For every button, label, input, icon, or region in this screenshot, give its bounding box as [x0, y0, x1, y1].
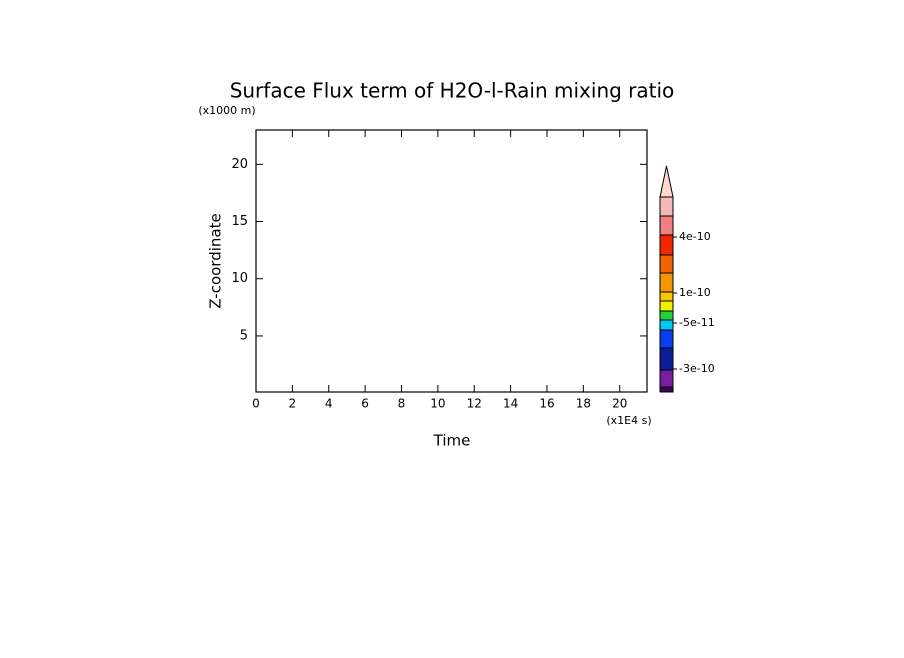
colorbar-label: -5e-11 — [679, 316, 715, 329]
colorbar-label: 1e-10 — [679, 286, 711, 299]
colorbar-segment — [659, 369, 674, 388]
x-axis-label: Time — [433, 432, 471, 450]
y-tick-label: 5 — [240, 328, 248, 343]
x-tick-label: 16 — [539, 397, 554, 411]
colorbar-label: -3e-10 — [679, 362, 715, 375]
x-tick-label: 4 — [325, 397, 333, 411]
x-tick-label: 2 — [289, 397, 297, 411]
colorbar-extension — [659, 165, 674, 198]
colorbar-segment — [659, 272, 674, 293]
colorbar-segment — [659, 347, 674, 371]
x-tick-label: 14 — [503, 397, 518, 411]
colorbar-segment — [659, 234, 674, 256]
colorbar-segment — [659, 254, 674, 274]
colorbar-segment — [659, 215, 674, 236]
colorbar-segment — [659, 329, 674, 349]
x-tick-label: 6 — [361, 397, 369, 411]
x-unit: (x1E4 s) — [606, 414, 651, 427]
x-tick-label: 20 — [612, 397, 627, 411]
y-unit: (x1000 m) — [198, 104, 255, 117]
colorbar-segment — [659, 300, 674, 312]
x-tick-label: 8 — [398, 397, 406, 411]
plot-frame — [255, 129, 648, 393]
colorbar-segment — [659, 386, 674, 393]
x-tick-label: 10 — [430, 397, 445, 411]
x-tick-label: 12 — [467, 397, 482, 411]
y-axis-label: Z-coordinate — [207, 213, 225, 308]
y-tick-label: 10 — [231, 271, 248, 286]
colorbar-segment — [659, 310, 674, 321]
colorbar-label: 4e-10 — [679, 230, 711, 243]
colorbar-segment — [659, 291, 674, 302]
x-tick-label: 0 — [252, 397, 260, 411]
y-tick-label: 20 — [231, 157, 248, 172]
x-tick-label: 18 — [576, 397, 591, 411]
y-tick-label: 15 — [231, 214, 248, 229]
colorbar-segment — [659, 319, 674, 331]
colorbar-segment — [659, 196, 674, 217]
chart-title: Surface Flux term of H2O-l-Rain mixing r… — [230, 79, 675, 103]
